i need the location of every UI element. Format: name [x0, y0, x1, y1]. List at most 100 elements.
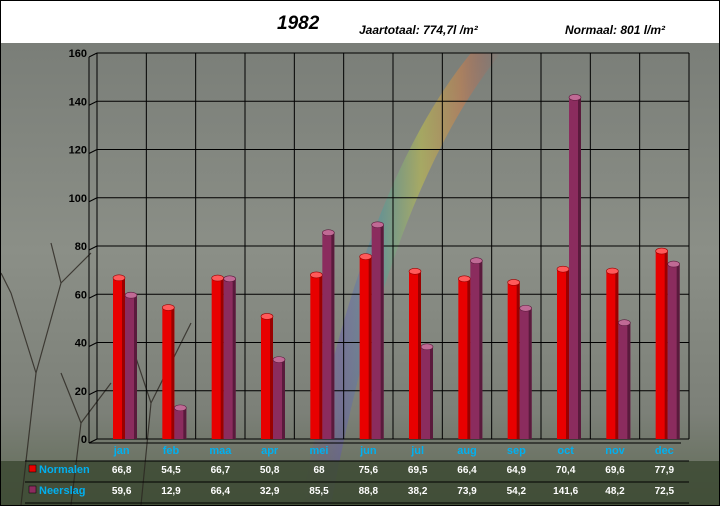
month-label: jun: [359, 445, 377, 457]
month-label: dec: [655, 445, 674, 457]
bar-normalen: [507, 282, 520, 439]
bar-shade-normalen: [566, 269, 569, 439]
y-tick-label: 100: [69, 193, 87, 205]
y-tick-label: 140: [69, 96, 87, 108]
y-tick-label: 80: [75, 241, 87, 253]
bar-shade-neerslag: [627, 322, 631, 439]
month-label: oct: [557, 445, 574, 457]
bar-cap-neerslag: [322, 229, 335, 237]
month-label: jan: [113, 445, 130, 457]
table-value: 73,9: [457, 486, 477, 497]
bar-cap-neerslag: [618, 319, 631, 327]
bar-shade-normalen: [270, 316, 273, 439]
legend-label-normalen: Normalen: [39, 464, 90, 476]
bar-shade-normalen: [467, 278, 471, 439]
bar-shade-neerslag: [183, 407, 187, 439]
month-label: jul: [410, 445, 424, 457]
bar-shade-neerslag: [134, 295, 137, 439]
bar-shade-neerslag: [528, 308, 532, 439]
bar-cap-neerslag: [174, 404, 187, 412]
bar-shade-neerslag: [380, 224, 384, 439]
bar-shade-neerslag: [331, 232, 335, 439]
table-value: 66,4: [211, 486, 231, 497]
bar-shade-neerslag: [430, 346, 433, 439]
chart-year: 1982: [277, 13, 320, 34]
y-tick-label: 120: [69, 145, 87, 157]
table-value: 48,2: [605, 486, 625, 497]
table-value: 70,4: [556, 465, 576, 476]
month-label: apr: [261, 445, 279, 457]
bar-cap-neerslag: [371, 221, 384, 229]
bar-cap-neerslag: [272, 356, 286, 363]
bar-cap-neerslag: [519, 304, 532, 312]
bar-shade-neerslag: [676, 264, 680, 439]
normal-total: Normaal: 801 l/m²: [565, 23, 666, 37]
table-value: 85,5: [309, 486, 329, 497]
legend-key-neerslag: [28, 485, 37, 494]
bar-shade-normalen: [171, 307, 175, 439]
bar-cap-normalen: [359, 253, 372, 260]
bar-cap-normalen: [162, 304, 175, 311]
month-label: maa: [209, 445, 232, 457]
table-value: 88,8: [359, 486, 379, 497]
bar-shade-neerslag: [232, 278, 236, 439]
table-value: 64,9: [507, 465, 527, 476]
rainbow-decoration: [301, 53, 501, 505]
table-value: 66,4: [457, 465, 477, 476]
chart-header: 1982 Jaartotaal: 774,7l /m² Normaal: 801…: [1, 1, 719, 43]
legend-key-normalen: [28, 464, 37, 473]
y-gridline-depth: [88, 293, 98, 299]
table-value: 68: [313, 465, 325, 476]
bar-shade-normalen: [516, 282, 520, 439]
table-value: 38,2: [408, 486, 428, 497]
bar-cap-normalen: [507, 279, 520, 286]
y-gridline-depth: [88, 52, 98, 58]
table-value: 12,9: [161, 486, 181, 497]
bar-shade-normalen: [368, 256, 372, 439]
bar-cap-normalen: [211, 274, 224, 282]
y-gridline-depth: [88, 197, 98, 203]
bar-shade-normalen: [664, 251, 668, 439]
annual-total: Jaartotaal: 774,7l /m²: [359, 23, 478, 37]
bar-cap-normalen: [458, 275, 471, 283]
bar-shade-normalen: [418, 271, 421, 439]
table-value: 66,8: [112, 465, 132, 476]
y-gridline-depth: [88, 342, 98, 347]
bar-cap-normalen: [655, 247, 668, 255]
y-tick-label: 60: [75, 289, 87, 301]
legend-label-neerslag: Neerslag: [39, 485, 85, 497]
table-value: 59,6: [112, 486, 132, 497]
ground-strip: [1, 461, 719, 505]
y-gridline-depth: [88, 245, 98, 251]
y-gridline-depth: [88, 438, 98, 444]
bar-cap-normalen: [556, 265, 570, 273]
bar-cap-neerslag: [470, 257, 483, 265]
bar-cap-normalen: [112, 274, 126, 282]
bar-shade-normalen: [220, 278, 224, 439]
table-value: 54,5: [161, 465, 181, 476]
bar-shade-neerslag: [282, 359, 285, 439]
bar-chart: 0 20 40 60 80 100 120 140 160 jan feb maa apr mei jun…: [1, 43, 719, 505]
table-value: 141,6: [553, 486, 578, 497]
y-gridline-depth: [88, 100, 98, 106]
y-tick-label: 160: [69, 48, 87, 60]
month-label: sep: [507, 445, 526, 457]
bar-cap-normalen: [260, 313, 274, 320]
table-value: 54,2: [507, 486, 527, 497]
table-value: 75,6: [359, 465, 379, 476]
table-value: 69,5: [408, 465, 428, 476]
month-label: nov: [605, 445, 625, 457]
month-label: feb: [163, 445, 180, 457]
y-tick-label: 0: [81, 434, 87, 446]
bar-cap-normalen: [310, 271, 323, 279]
bar-cap-neerslag: [568, 94, 582, 101]
bar-cap-neerslag: [223, 275, 236, 283]
month-label: aug: [457, 445, 477, 457]
table-value: 32,9: [260, 486, 280, 497]
table-value: 69,6: [605, 465, 625, 476]
bar-cap-neerslag: [420, 343, 434, 351]
month-label: mei: [310, 445, 329, 457]
table-value: 72,5: [655, 486, 675, 497]
table-value: 50,8: [260, 465, 280, 476]
